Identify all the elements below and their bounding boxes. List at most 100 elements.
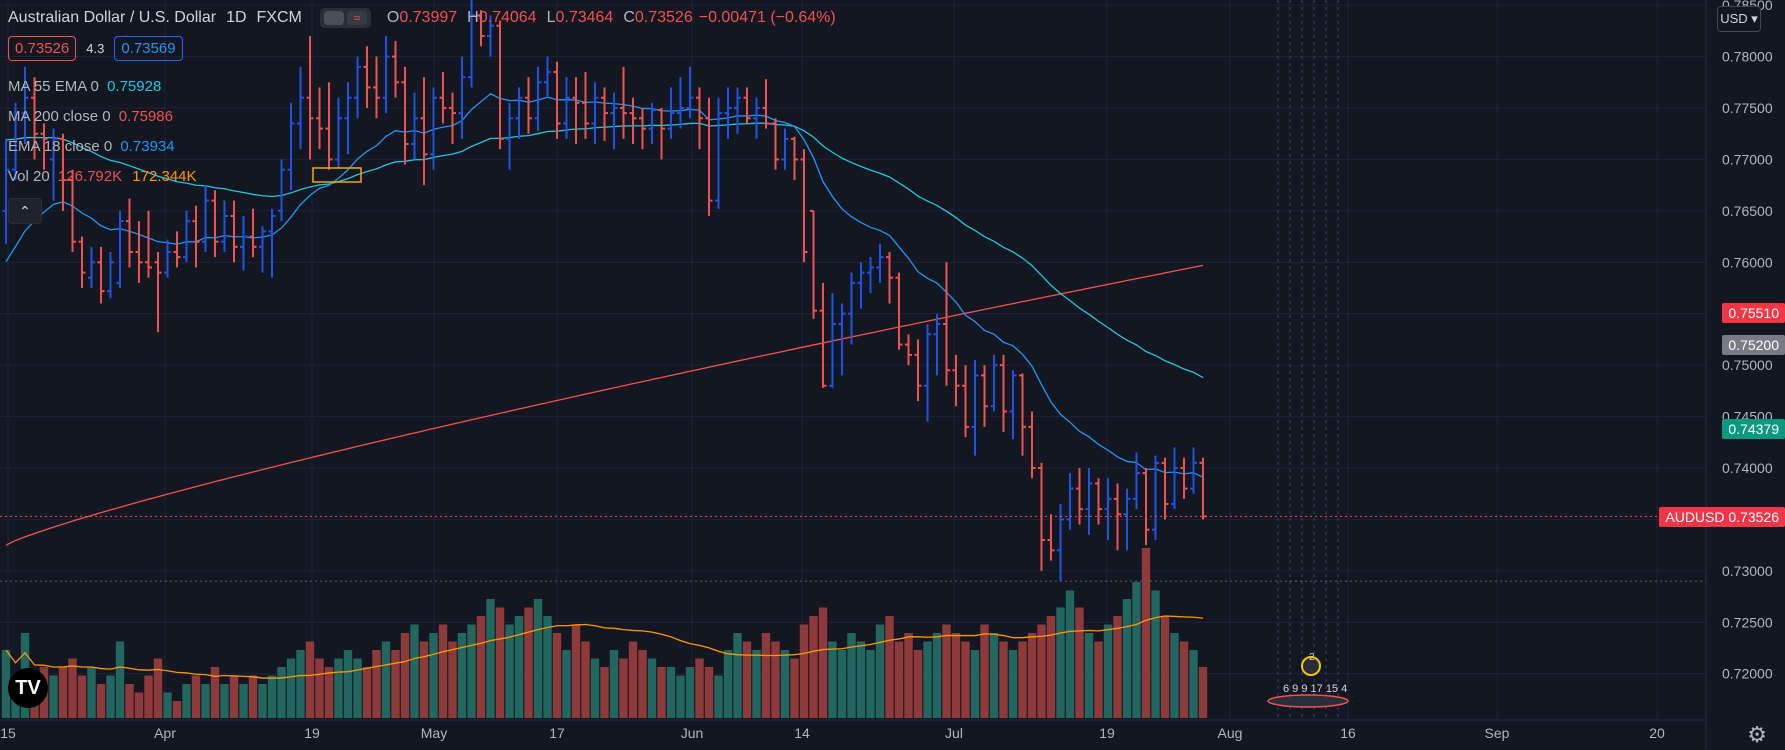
interval[interactable]: 1D bbox=[226, 9, 247, 26]
volume-bar bbox=[1141, 548, 1151, 718]
ohlc-bar bbox=[116, 210, 124, 288]
indicator-ma55-value: 0.75928 bbox=[107, 78, 162, 95]
volume-bar bbox=[296, 650, 305, 718]
price-axis-label: 0.75510 bbox=[1722, 302, 1785, 323]
buy-price-button[interactable]: 0.73569 bbox=[114, 36, 183, 61]
volume-bar bbox=[476, 616, 486, 718]
ohlc-bar bbox=[145, 210, 152, 278]
ohlc-bar bbox=[515, 87, 523, 139]
volume-bar bbox=[856, 641, 866, 718]
ohlc-bar bbox=[164, 239, 171, 278]
volume-bar bbox=[657, 667, 666, 718]
volume-bar bbox=[229, 675, 239, 718]
chart-legend: Australian Dollar / U.S. Dollar 1D FXCM … bbox=[8, 8, 842, 61]
ohlc-bar bbox=[734, 87, 741, 134]
wave-icon[interactable]: ≈ bbox=[346, 11, 367, 25]
volume-bar bbox=[343, 650, 353, 718]
volume-bar bbox=[1008, 650, 1018, 718]
price-axis[interactable]: 0.720000.725000.730000.735000.740000.745… bbox=[1705, 0, 1785, 750]
indicator-ma55[interactable]: MA 55 EMA 0 0.75928 bbox=[8, 78, 161, 95]
volume-bar bbox=[457, 633, 467, 718]
volume-bar bbox=[1027, 633, 1037, 718]
volume-bar bbox=[1179, 641, 1189, 718]
indicator-ema18[interactable]: EMA 18 close 0 0.73934 bbox=[8, 138, 175, 155]
ohlc-bar bbox=[591, 82, 599, 144]
ohlc-bar bbox=[962, 365, 969, 438]
time-axis[interactable]: 15 Apr 19 May 17 Jun 14 Jul 19 Aug 16 Sep 20 bbox=[0, 719, 1706, 741]
ohlc-bar bbox=[658, 108, 665, 160]
ohlc-bar bbox=[50, 128, 57, 201]
volume-bar bbox=[486, 599, 495, 718]
volume-bar bbox=[514, 616, 524, 718]
ohlc-bar bbox=[1095, 478, 1102, 525]
volume-bar bbox=[685, 667, 695, 718]
ohlc-bar bbox=[1019, 373, 1026, 456]
ohlc-bar bbox=[933, 313, 941, 376]
ohlc-bar bbox=[12, 102, 19, 180]
volume-bar bbox=[1132, 582, 1141, 718]
ohlc-bar bbox=[78, 236, 86, 288]
ohlc-bar bbox=[905, 334, 912, 366]
visibility-toggle[interactable]: ≈ bbox=[319, 8, 371, 28]
ohlc-bar bbox=[268, 208, 276, 278]
price-axis-bg bbox=[1706, 0, 1785, 750]
volume-bar bbox=[201, 684, 210, 718]
volume-bar bbox=[885, 616, 894, 718]
ohlc-close-label: C bbox=[623, 9, 635, 26]
price-tick-label: 0.75000 bbox=[1722, 357, 1773, 373]
ohlc-bar bbox=[772, 118, 779, 170]
volume-bar bbox=[980, 624, 989, 718]
time-tick-label: 17 bbox=[549, 725, 565, 741]
ohlc-bar bbox=[886, 252, 893, 304]
ohlc-bar bbox=[335, 97, 342, 168]
sell-price-button[interactable]: 0.73526 bbox=[8, 36, 77, 61]
indicator-ma200-name: MA 200 close 0 bbox=[8, 108, 111, 125]
ohlc-bar bbox=[211, 190, 219, 258]
volume-bar bbox=[334, 658, 343, 718]
currency-dropdown[interactable]: USD ▾ bbox=[1717, 6, 1761, 32]
chevron-up-icon[interactable]: ⌃ bbox=[8, 198, 42, 224]
highlight-box bbox=[312, 167, 362, 183]
tradingview-logo[interactable]: TV bbox=[8, 668, 48, 708]
symbol-title[interactable]: Australian Dollar / U.S. Dollar bbox=[8, 9, 217, 26]
volume-bar bbox=[571, 624, 581, 718]
ohlc-bar bbox=[582, 72, 589, 139]
gear-icon[interactable]: ⚙ bbox=[1747, 722, 1767, 747]
volume-bar bbox=[742, 641, 752, 718]
indicator-ma200[interactable]: MA 200 close 0 0.75986 bbox=[8, 108, 173, 125]
price-tick-label: 0.73000 bbox=[1722, 563, 1773, 579]
event-markers[interactable]: 2 6 9 9 17 15 4 bbox=[1267, 652, 1349, 708]
ohlc-bar bbox=[762, 79, 770, 129]
ohlc-bar bbox=[534, 66, 542, 131]
volume-bar bbox=[590, 658, 600, 718]
ohlc-change: −0.00471 (−0.64%) bbox=[698, 9, 836, 26]
ohlc-bar bbox=[1076, 468, 1083, 525]
ohlc-bar bbox=[677, 77, 684, 129]
volume-bar bbox=[315, 658, 324, 718]
volume-bars bbox=[1, 548, 1208, 718]
ohlc-bar bbox=[420, 77, 428, 186]
event-flags-row-icon[interactable] bbox=[1267, 694, 1349, 708]
ohlc-bar bbox=[914, 339, 922, 402]
ohlc-bar bbox=[848, 272, 855, 345]
eye-icon[interactable] bbox=[323, 11, 344, 25]
ohlc-bar bbox=[601, 87, 608, 141]
volume-bar bbox=[771, 641, 780, 718]
ohlc-bar bbox=[829, 293, 836, 388]
indicator-volume[interactable]: Vol 20 126.792K 172.344K bbox=[8, 168, 197, 185]
event-flag-icon[interactable] bbox=[1301, 656, 1321, 676]
volume-bar bbox=[68, 658, 77, 718]
ohlc-bar bbox=[696, 87, 703, 150]
indicator-ma55-name: MA 55 EMA 0 bbox=[8, 78, 99, 95]
volume-bar bbox=[543, 616, 552, 718]
volume-bar bbox=[799, 624, 809, 718]
ohlc-bar bbox=[544, 56, 551, 98]
volume-bar bbox=[115, 641, 125, 718]
ohlc-bar bbox=[401, 66, 409, 165]
volume-bar bbox=[429, 633, 438, 718]
volume-bar bbox=[1170, 633, 1179, 718]
volume-bar bbox=[562, 650, 571, 718]
price-tick-label: 0.72500 bbox=[1722, 614, 1773, 630]
time-tick-label: Jun bbox=[681, 725, 704, 741]
